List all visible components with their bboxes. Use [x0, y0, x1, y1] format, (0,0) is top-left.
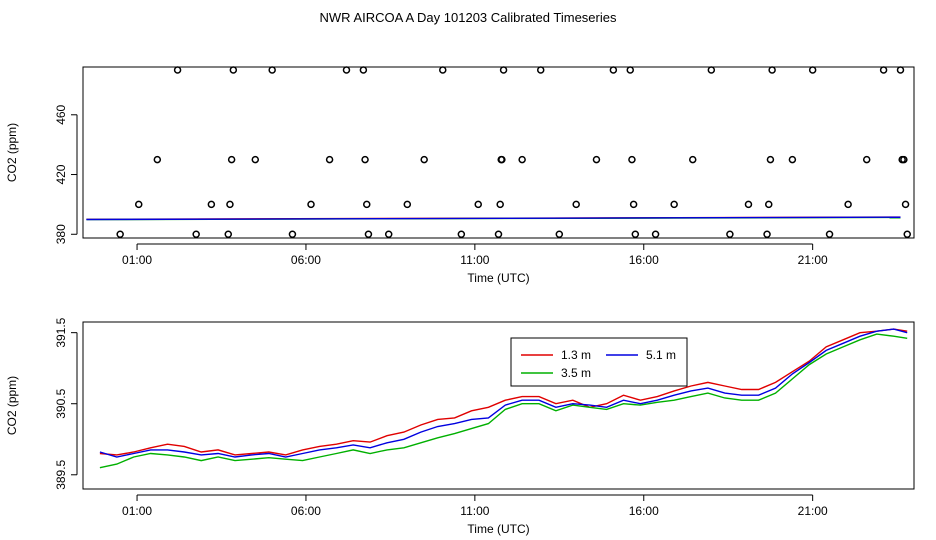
data-point: [439, 66, 447, 74]
data-point: [116, 230, 124, 239]
x-tick-label: 01:00: [122, 504, 152, 518]
data-point: [499, 66, 508, 74]
x-tick-label: 11:00: [460, 504, 489, 518]
data-point: [363, 200, 371, 209]
data-point: [420, 155, 428, 164]
data-point: [227, 155, 236, 164]
legend-label: 5.1 m: [646, 348, 676, 362]
data-point: [592, 155, 601, 164]
data-point: [768, 66, 776, 74]
data-point: [207, 200, 216, 209]
x-tick-label: 06:00: [291, 253, 321, 267]
data-point: [651, 230, 660, 239]
data-point: [903, 230, 911, 239]
y-tick-label: 420: [54, 164, 68, 184]
data-point: [536, 66, 545, 74]
data-point: [862, 155, 871, 164]
data-point: [688, 155, 697, 164]
data-point: [359, 66, 368, 74]
data-point: [572, 200, 580, 209]
data-point: [707, 66, 716, 74]
data-point: [763, 230, 771, 239]
series-line-35: [99, 333, 908, 469]
data-point: [173, 66, 182, 74]
data-point: [764, 200, 773, 209]
data-point: [900, 155, 908, 164]
data-point: [626, 66, 634, 74]
data-point: [808, 66, 817, 74]
legend-box: [510, 337, 688, 387]
plot-frame: [82, 66, 915, 239]
legend-label: 3.5 m: [561, 366, 591, 380]
data-point: [844, 200, 852, 209]
x-tick-label: 06:00: [291, 504, 321, 518]
data-point: [325, 155, 334, 164]
bottom-panel: 01:00 06:00 11:00 16:00 21:00 Time (UTC) 389.5…: [5, 317, 915, 536]
series-line-13: [99, 328, 908, 456]
data-point: [631, 230, 640, 239]
data-point: [268, 66, 276, 74]
x-tick-label: 16:00: [629, 253, 659, 267]
data-point: [766, 155, 775, 164]
data-point: [879, 66, 888, 74]
data-point: [498, 155, 506, 164]
data-point: [518, 155, 526, 164]
data-point: [494, 230, 503, 239]
x-tick-label: 01:00: [122, 253, 152, 267]
data-point: [134, 200, 143, 209]
data-point: [342, 66, 351, 74]
y-tick-label: 391.5: [54, 317, 68, 347]
data-point: [629, 200, 638, 209]
data-point: [901, 200, 910, 209]
plot-frame: [82, 321, 915, 490]
data-point: [307, 200, 315, 209]
x-axis-label: Time (UTC): [467, 522, 529, 536]
data-point: [628, 155, 636, 164]
data-point: [496, 200, 504, 209]
series-line-51: [86, 216, 901, 221]
data-point: [825, 230, 834, 239]
x-tick-label: 21:00: [798, 253, 828, 267]
data-point: [670, 200, 678, 209]
data-point: [251, 155, 260, 164]
data-point: [744, 200, 753, 209]
series-line-51: [99, 328, 908, 458]
x-tick-label: 21:00: [798, 504, 828, 518]
data-point: [192, 230, 200, 239]
data-point: [224, 230, 233, 239]
data-point: [457, 230, 466, 239]
y-tick-label: 380: [54, 224, 68, 244]
y-tick-label: 460: [54, 104, 68, 124]
data-point: [226, 200, 234, 209]
data-point: [403, 200, 412, 209]
data-point: [726, 230, 734, 239]
x-tick-label: 16:00: [629, 504, 659, 518]
y-tick-label: 390.5: [54, 388, 68, 418]
data-point: [474, 200, 482, 209]
figure-title: NWR AIRCOA A Day 101203 Calibrated Times…: [320, 10, 617, 25]
data-point: [384, 230, 393, 239]
data-point: [788, 155, 797, 164]
y-axis-label: CO2 (ppm): [5, 123, 19, 182]
data-point: [153, 155, 162, 164]
top-panel: 01:00 06:00 11:00 16:00 21:00 Time (UTC) 380 42…: [5, 66, 915, 285]
y-tick-label: 389.5: [54, 459, 68, 489]
data-point: [896, 66, 905, 74]
data-point: [288, 230, 297, 239]
data-point: [609, 66, 618, 74]
data-point: [364, 230, 373, 239]
data-point: [229, 66, 238, 74]
legend-label: 1.3 m: [561, 348, 591, 362]
x-tick-label: 11:00: [460, 253, 489, 267]
x-axis-label: Time (UTC): [467, 271, 529, 285]
data-point: [361, 155, 369, 164]
data-point: [555, 230, 564, 239]
y-axis-label: CO2 (ppm): [5, 376, 19, 435]
